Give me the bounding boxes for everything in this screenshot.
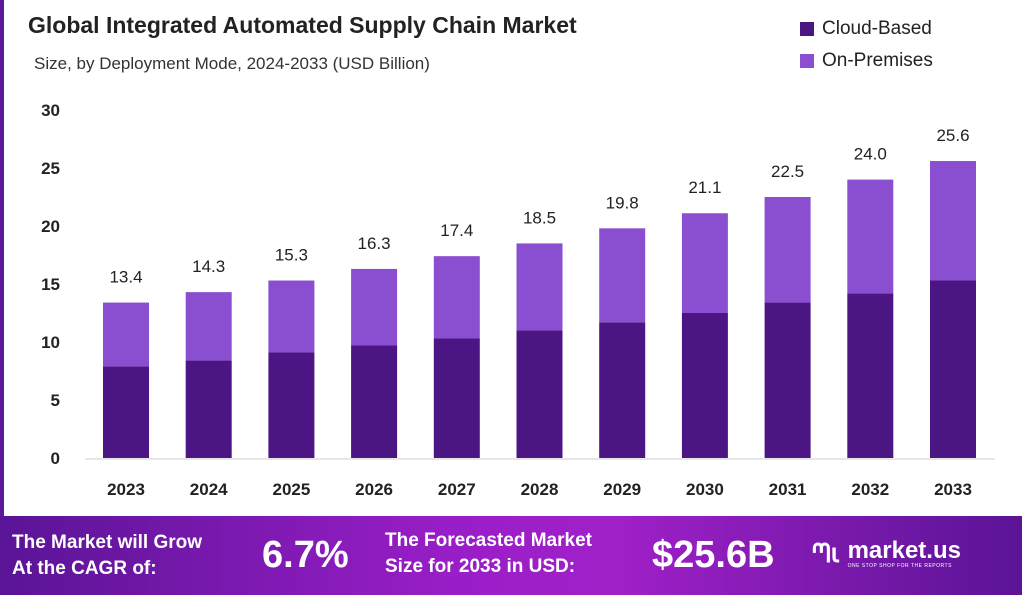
x-tick-label: 2031 xyxy=(769,480,807,499)
bar-on-premises-2024 xyxy=(185,292,232,361)
data-label-total: 21.1 xyxy=(688,178,721,197)
x-tick-label: 2032 xyxy=(851,480,889,499)
legend-label: On-Premises xyxy=(822,50,933,71)
legend-label: Cloud-Based xyxy=(822,18,932,39)
bar-cloud-based-2025 xyxy=(268,352,315,458)
forecast-label: The Forecasted Market Size for 2033 in US… xyxy=(385,528,592,580)
forecast-value: $25.6B xyxy=(652,534,775,576)
bar-cloud-based-2033 xyxy=(930,280,976,458)
data-label-total: 22.5 xyxy=(771,162,804,181)
y-tick-label: 20 xyxy=(41,217,60,236)
x-tick-label: 2026 xyxy=(355,480,393,499)
x-tick-label: 2023 xyxy=(107,480,145,499)
bar-cloud-based-2023 xyxy=(103,366,149,458)
x-tick-label: 2025 xyxy=(272,480,310,499)
data-label-total: 19.8 xyxy=(606,193,639,212)
bar-cloud-based-2028 xyxy=(516,330,563,458)
bar-on-premises-2025 xyxy=(268,280,315,353)
chart-title: Global Integrated Automated Supply Chain… xyxy=(28,12,577,38)
bar-on-premises-2031 xyxy=(764,197,811,303)
legend-swatch-cloud xyxy=(800,22,814,36)
bar-on-premises-2027 xyxy=(433,256,480,339)
legend-item-onprem: On-Premises xyxy=(800,50,933,72)
y-tick-label: 0 xyxy=(51,449,60,468)
cagr-value: 6.7% xyxy=(262,534,349,576)
cagr-label-line2: At the CAGR of: xyxy=(12,558,157,579)
y-tick-label: 5 xyxy=(51,391,60,410)
y-tick-label: 30 xyxy=(41,101,60,120)
bar-chart: 05101520253013.4202314.3202415.3202516.3… xyxy=(41,101,995,499)
bar-cloud-based-2031 xyxy=(764,302,811,458)
cagr-label: The Market will Grow At the CAGR of: xyxy=(12,530,202,582)
legend-item-cloud: Cloud-Based xyxy=(800,18,933,40)
x-tick-label: 2030 xyxy=(686,480,724,499)
x-tick-label: 2033 xyxy=(934,480,972,499)
bar-on-premises-2033 xyxy=(930,161,976,281)
y-tick-label: 10 xyxy=(41,333,60,352)
data-label-total: 18.5 xyxy=(523,208,556,227)
logo-tagline: ONE STOP SHOP FOR THE REPORTS xyxy=(847,563,952,569)
bar-cloud-based-2024 xyxy=(185,360,232,458)
y-tick-label: 15 xyxy=(41,275,60,294)
x-tick-label: 2028 xyxy=(521,480,559,499)
data-label-total: 16.3 xyxy=(358,234,391,253)
data-label-total: 24.0 xyxy=(854,145,887,164)
logo-name: market.us xyxy=(847,537,961,564)
x-tick-label: 2024 xyxy=(190,480,228,499)
data-label-total: 13.4 xyxy=(109,268,142,287)
data-label-total: 15.3 xyxy=(275,246,308,265)
bar-on-premises-2023 xyxy=(103,302,149,367)
chart-subtitle: Size, by Deployment Mode, 2024-2033 (USD… xyxy=(34,54,430,73)
y-tick-label: 25 xyxy=(41,159,60,178)
bar-cloud-based-2026 xyxy=(351,345,398,458)
logo-mark-icon: ᘉꙇ xyxy=(812,538,840,568)
data-label-total: 25.6 xyxy=(936,126,969,145)
legend-swatch-onprem xyxy=(800,54,814,68)
bar-on-premises-2026 xyxy=(351,268,398,346)
left-accent-bar xyxy=(0,0,4,516)
bar-on-premises-2030 xyxy=(681,213,728,313)
cagr-label-line1: The Market will Grow xyxy=(12,532,203,553)
data-label-total: 14.3 xyxy=(192,257,225,276)
bar-on-premises-2028 xyxy=(516,243,563,331)
bar-cloud-based-2027 xyxy=(433,338,480,458)
bar-cloud-based-2030 xyxy=(681,313,728,458)
data-label-total: 17.4 xyxy=(440,221,473,240)
x-tick-label: 2029 xyxy=(603,480,641,499)
bar-on-premises-2032 xyxy=(847,179,894,294)
bar-cloud-based-2029 xyxy=(599,322,646,458)
bar-cloud-based-2032 xyxy=(847,293,894,458)
footer-banner: The Market will Grow At the CAGR of: 6.7%… xyxy=(0,516,1022,595)
legend: Cloud-Based On-Premises xyxy=(800,18,933,82)
x-tick-label: 2027 xyxy=(438,480,476,499)
market-us-logo: ᘉꙇ market.us ONE STOP SHOP FOR THE REPORT… xyxy=(812,538,961,570)
bar-on-premises-2029 xyxy=(599,228,646,323)
forecast-label-line2: Size for 2033 in USD: xyxy=(385,556,576,577)
forecast-label-line1: The Forecasted Market xyxy=(385,530,592,551)
